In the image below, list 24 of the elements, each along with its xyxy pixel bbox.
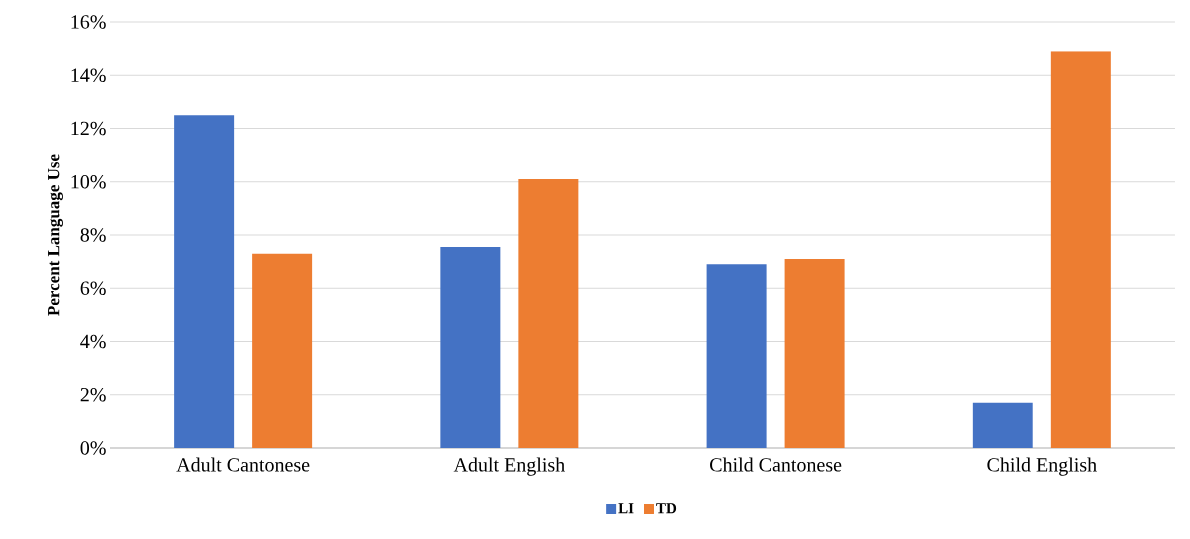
x-tick-label: Adult English xyxy=(453,457,565,476)
bar xyxy=(706,264,767,448)
y-tick-label: 14% xyxy=(71,68,106,83)
y-tick-label: 6% xyxy=(80,281,106,296)
x-tick-label: Child Cantonese xyxy=(710,457,842,472)
x-tick-label: Adult Cantonese xyxy=(176,457,310,472)
y-tick-label: 8% xyxy=(80,228,106,242)
y-tick-label: 12% xyxy=(71,121,106,136)
bar xyxy=(1050,51,1111,448)
bar xyxy=(784,258,845,448)
legend-label: TD xyxy=(656,503,677,514)
y-tick-label: 16% xyxy=(71,15,106,29)
x-tick-label: Child English xyxy=(987,457,1097,476)
y-tick-label: 10% xyxy=(71,174,106,189)
bar xyxy=(252,253,313,448)
bar xyxy=(972,402,1033,448)
bar xyxy=(174,115,235,448)
y-tick-label: 4% xyxy=(80,334,106,349)
y-tick-label: 2% xyxy=(80,387,106,402)
bar xyxy=(440,246,501,448)
bar xyxy=(518,179,579,448)
y-tick-label: 0% xyxy=(80,441,106,455)
y-axis-title: Percent Language Use xyxy=(48,154,63,316)
legend-label: LI xyxy=(618,503,634,514)
